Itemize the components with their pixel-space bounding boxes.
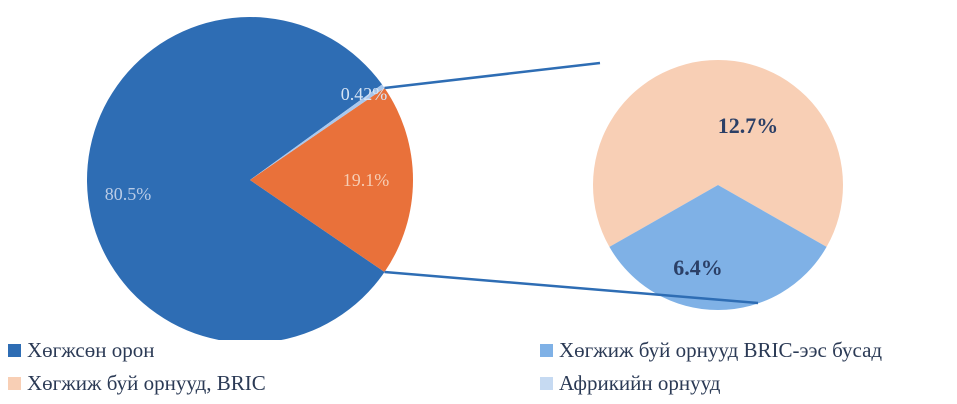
legend-swatch-developing-bric <box>8 377 21 390</box>
legend-item-developing-non-bric: Хөгжиж буй орнууд BRIC-ээс бусад <box>540 338 882 363</box>
pie-slice-developing <box>250 87 414 273</box>
pie-of-pie-chart: 80.5% 19.1% 0.42% 12.7% 6.4% <box>87 17 843 340</box>
legend-label-developed: Хөгжсөн орон <box>27 338 155 362</box>
pie-slice-africa <box>250 84 385 180</box>
pie2-slice-bric <box>593 59 843 247</box>
legend-item-africa: Африкийн орнууд <box>540 371 720 396</box>
legend-label-developing-non-bric: Хөгжиж буй орнууд BRIC-ээс бусад <box>559 338 883 362</box>
connector-line-bottom <box>384 270 759 305</box>
data-label-non-bric: 6.4% <box>673 255 723 280</box>
data-label-developing: 19.1% <box>343 170 390 190</box>
legend-item-developed: Хөгжсөн орон <box>8 338 154 363</box>
pie2-slice-non-bric <box>609 185 827 310</box>
legend-label-africa: Африкийн орнууд <box>559 371 721 395</box>
connector-line-top <box>384 61 601 90</box>
data-label-bric: 12.7% <box>718 113 779 138</box>
pie-slice-developed <box>87 17 385 340</box>
data-label-africa: 0.42% <box>341 84 388 104</box>
legend-item-developing-bric: Хөгжиж буй орнууд, BRIC <box>8 371 266 396</box>
legend-swatch-developed <box>8 344 21 357</box>
legend-swatch-africa <box>540 377 553 390</box>
legend-swatch-developing-non-bric <box>540 344 553 357</box>
legend-label-developing-bric: Хөгжиж буй орнууд, BRIC <box>27 371 266 395</box>
data-label-developed: 80.5% <box>105 184 152 204</box>
